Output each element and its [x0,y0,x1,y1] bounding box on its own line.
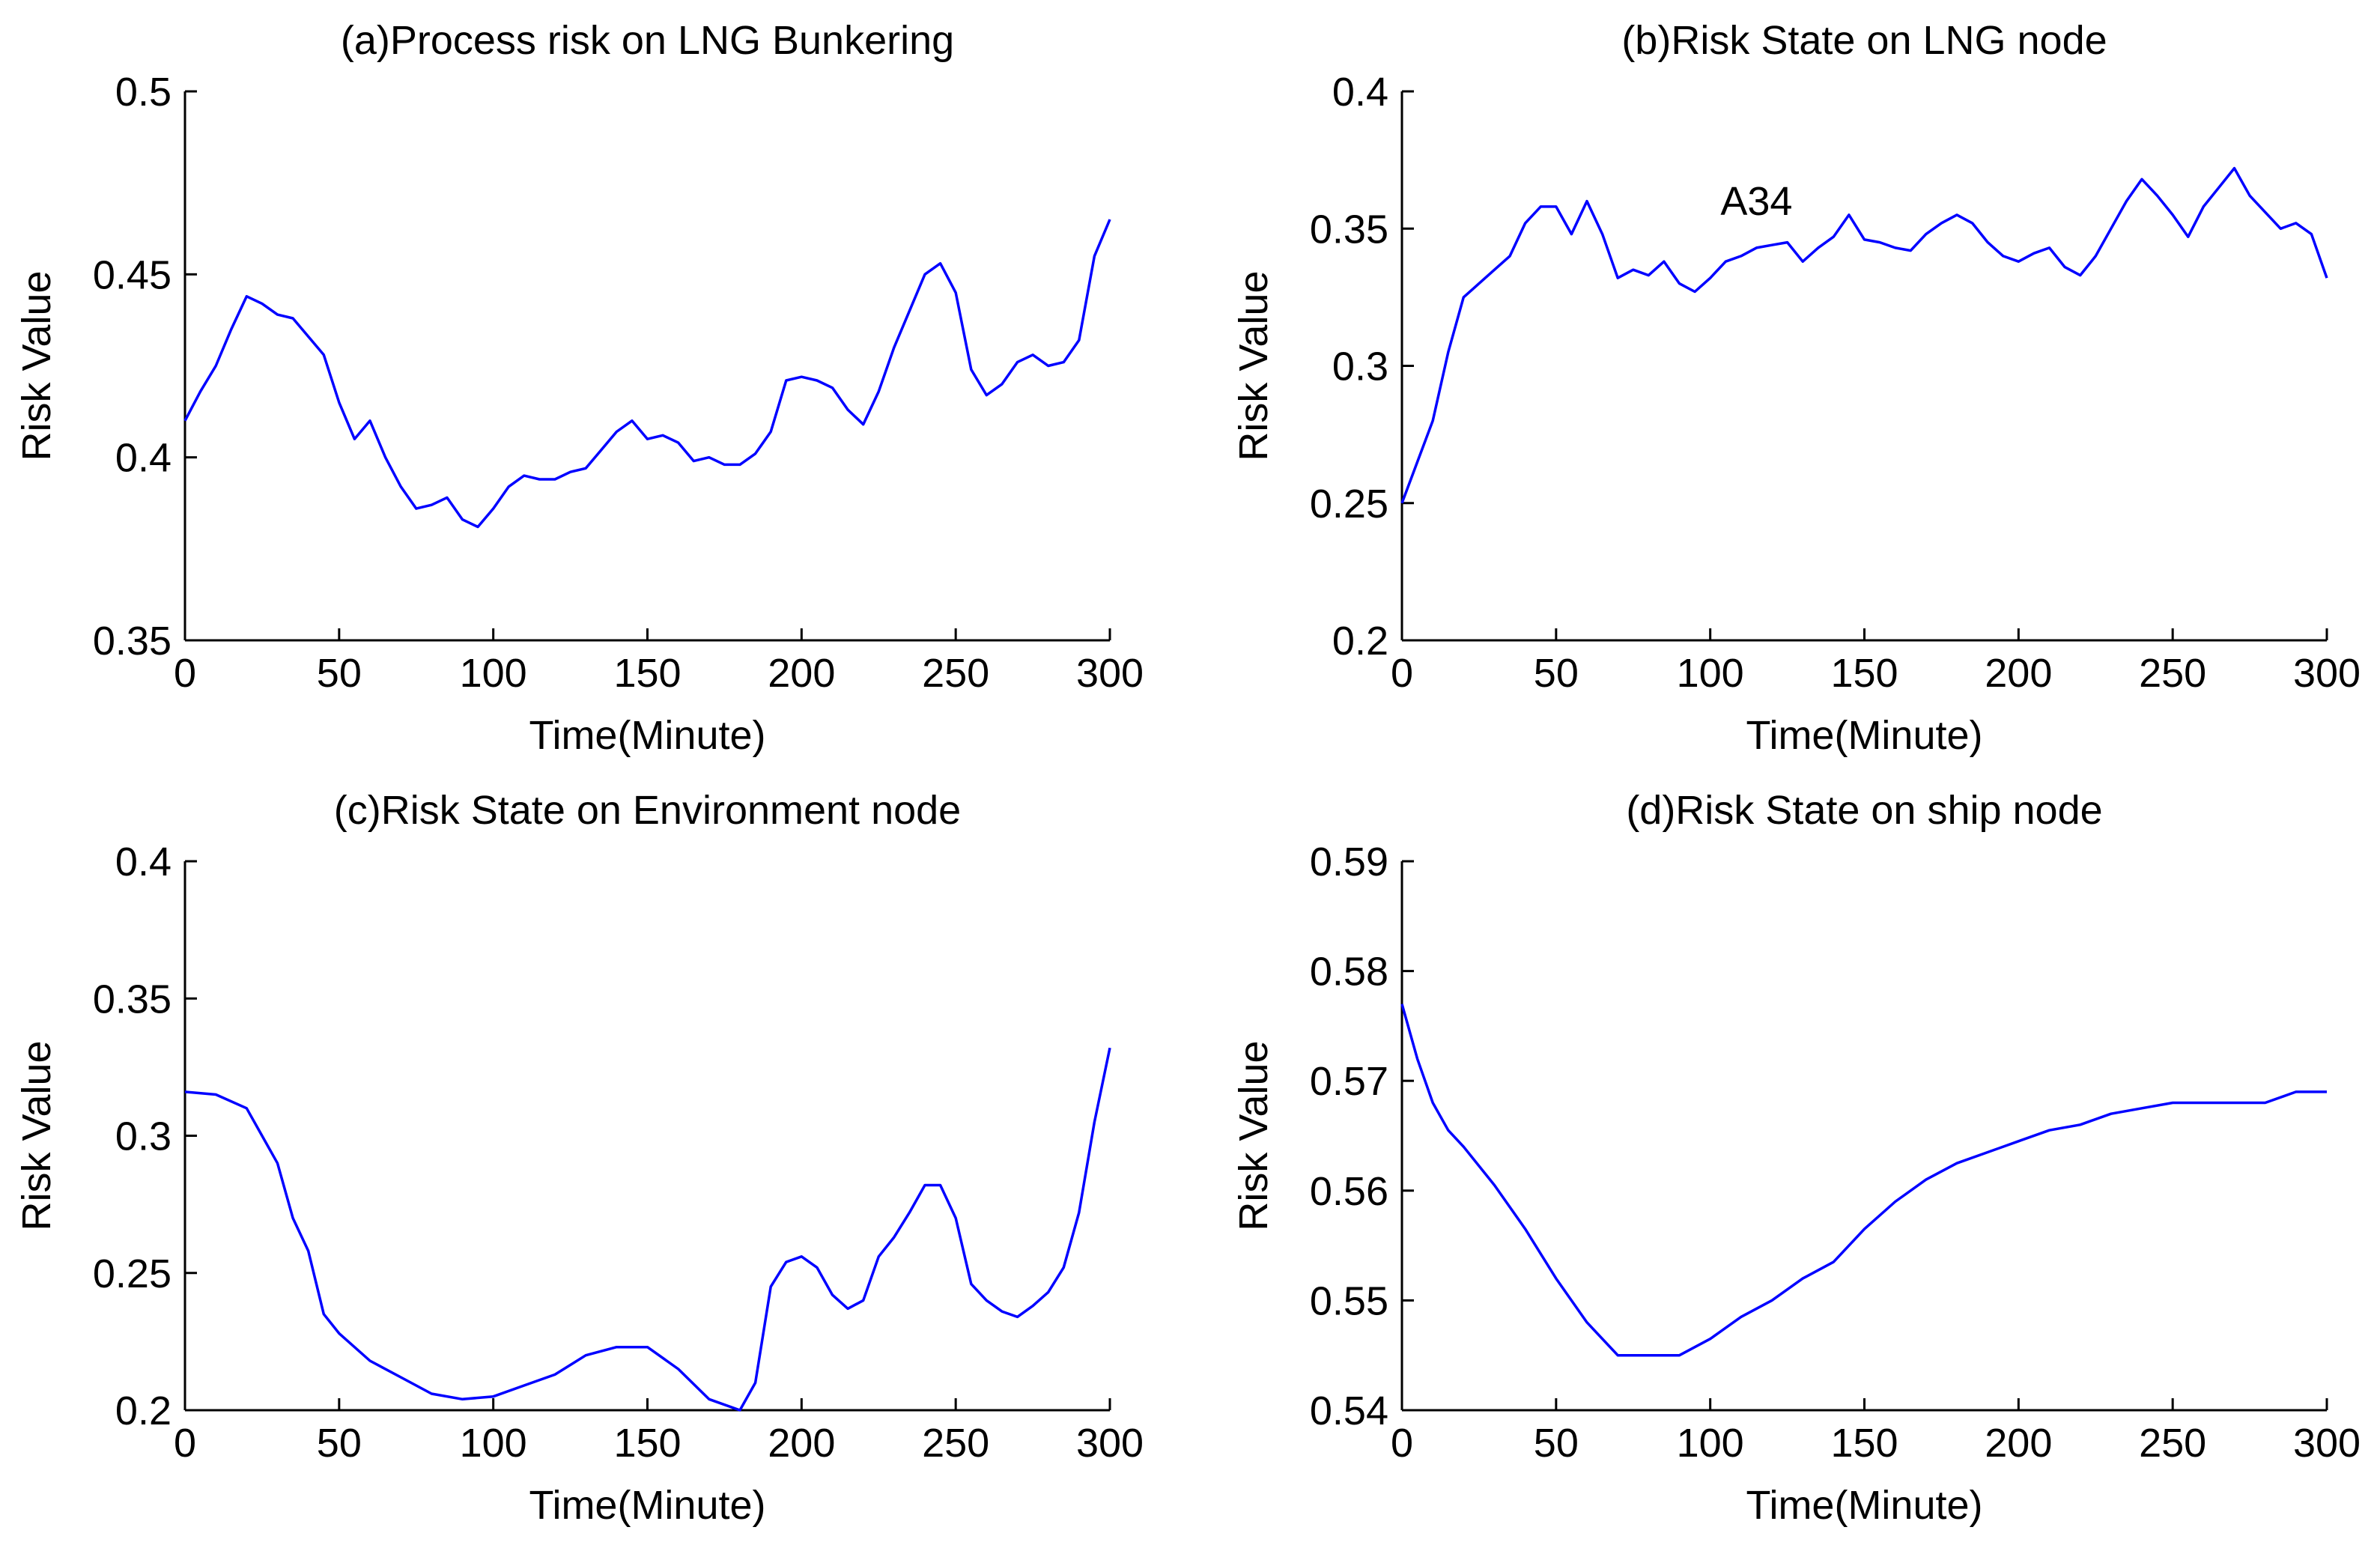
y-tick-label: 0.56 [1310,1169,1388,1214]
y-tick-label: 0.35 [93,977,171,1022]
panel-a: (a)Process risk on LNG Bunkering Time(Mi… [14,18,1144,758]
x-tick-label: 50 [317,1421,362,1466]
series-line [1400,1004,2327,1357]
x-tick-label: 150 [1830,1421,1898,1466]
y-tick-label: 0.25 [93,1251,171,1296]
x-tick-label: 300 [1076,651,1144,696]
series-line [183,219,1111,529]
y-tick-label: 0.4 [1332,70,1388,115]
y-tick-label: 0.25 [1310,482,1388,526]
y-axis-label: Risk Value [1231,1040,1276,1230]
x-axis-label: Time(Minute) [529,713,765,758]
annotation-label: A34 [1720,179,1792,224]
y-tick-label: 0.54 [1310,1388,1388,1433]
y-tick-label: 0.45 [93,252,171,297]
x-tick-label: 0 [1391,1421,1413,1466]
x-tick-label: 150 [613,1421,681,1466]
y-tick-label: 0.57 [1310,1059,1388,1104]
x-tick-label: 50 [1534,1421,1579,1466]
series-line [184,1047,1111,1412]
y-tick-label: 0.55 [1310,1278,1388,1323]
y-tick-label: 0.5 [115,70,171,115]
x-tick-label: 300 [2293,651,2361,696]
panel-d: (d)Risk State on ship node Time(Minute) … [1231,788,2361,1528]
series-line [1400,166,2328,504]
chart-title: (c)Risk State on Environment node [334,788,961,833]
x-axis-label: Time(Minute) [529,1483,765,1528]
x-tick-label: 200 [1985,651,2052,696]
chart-title: (b)Risk State on LNG node [1621,18,2107,63]
y-tick-label: 0.4 [115,436,171,481]
y-tick-label: 0.2 [115,1388,171,1433]
x-tick-label: 0 [174,651,196,696]
y-tick-label: 0.3 [1332,345,1388,389]
x-tick-label: 0 [1391,651,1413,696]
x-tick-label: 100 [460,1421,527,1466]
panel-b: (b)Risk State on LNG node Time(Minute) R… [1231,18,2361,758]
x-tick-label: 250 [922,1421,989,1466]
y-tick-label: 0.35 [93,619,171,664]
y-tick-label: 0.3 [115,1114,171,1159]
x-tick-label: 200 [768,1421,835,1466]
y-tick-label: 0.59 [1310,840,1388,884]
x-tick-label: 150 [613,651,681,696]
x-tick-label: 100 [460,651,527,696]
x-axis-label: Time(Minute) [1746,713,1982,758]
x-tick-label: 300 [2293,1421,2361,1466]
panel-c: (c)Risk State on Environment node Time(M… [14,788,1144,1528]
x-tick-label: 100 [1677,1421,1744,1466]
chart-title: (d)Risk State on ship node [1626,788,2102,833]
y-tick-label: 0.4 [115,840,171,884]
x-tick-label: 200 [1985,1421,2052,1466]
x-tick-label: 50 [317,651,362,696]
x-tick-label: 150 [1830,651,1898,696]
x-axis-label: Time(Minute) [1746,1483,1982,1528]
x-tick-label: 250 [2139,1421,2206,1466]
chart-title: (a)Process risk on LNG Bunkering [341,18,954,63]
y-tick-label: 0.2 [1332,619,1388,664]
y-tick-label: 0.58 [1310,950,1388,995]
x-tick-label: 200 [768,651,835,696]
x-tick-label: 0 [174,1421,196,1466]
y-tick-label: 0.35 [1310,207,1388,252]
x-tick-label: 50 [1534,651,1579,696]
x-tick-label: 300 [1076,1421,1144,1466]
x-tick-label: 250 [922,651,989,696]
x-tick-label: 100 [1677,651,1744,696]
y-axis-label: Risk Value [14,1040,59,1230]
y-axis-label: Risk Value [1231,270,1276,461]
x-tick-label: 250 [2139,651,2206,696]
y-axis-label: Risk Value [14,270,59,461]
